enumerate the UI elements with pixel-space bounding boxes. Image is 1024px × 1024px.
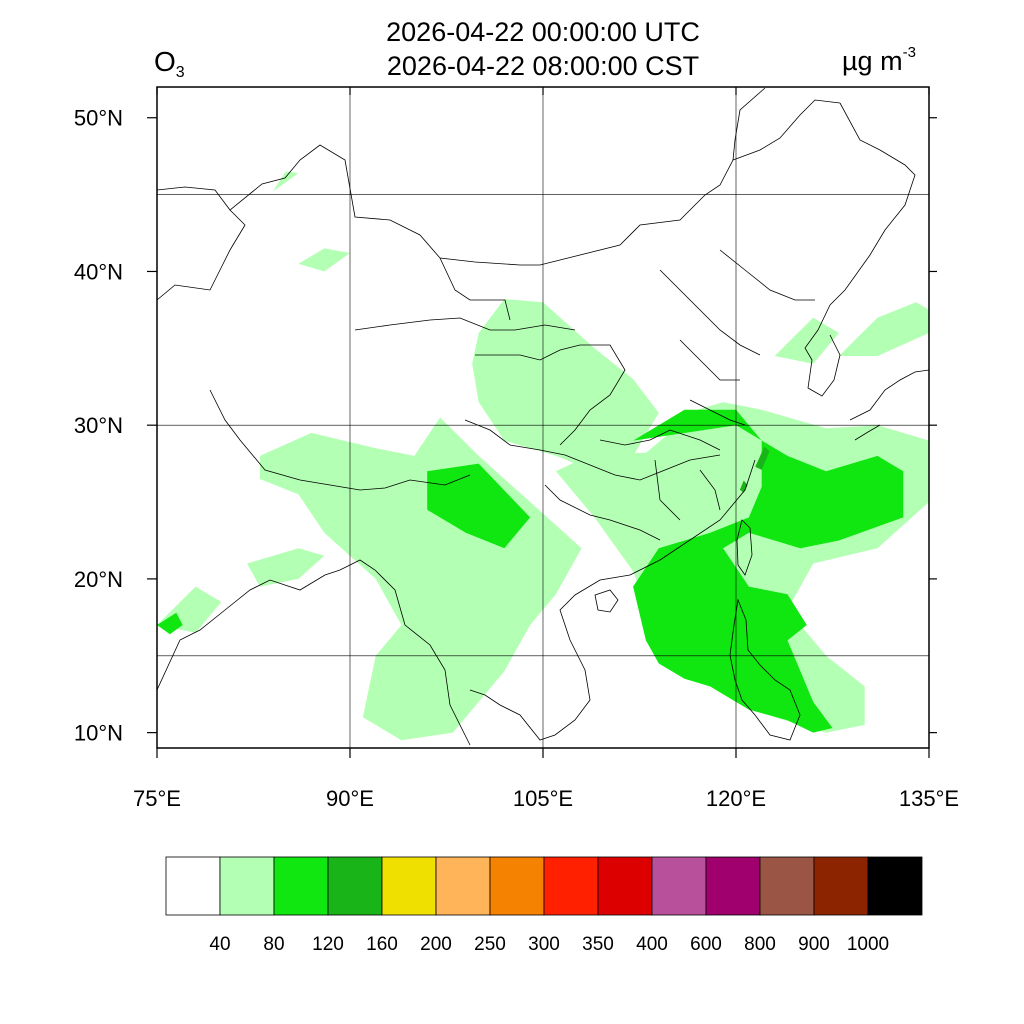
colorbar-label-0: 40 bbox=[209, 934, 230, 955]
colorbar-swatch-0 bbox=[166, 857, 220, 915]
x-tick-label-1: 90°E bbox=[326, 786, 374, 811]
x-tick-label-0: 75°E bbox=[133, 786, 181, 811]
colorbar-label-3: 160 bbox=[366, 934, 398, 955]
o3-region-8 bbox=[299, 248, 351, 271]
colorbar-swatch-1 bbox=[220, 857, 274, 915]
china-west-border bbox=[157, 210, 245, 300]
colorbar-label-6: 300 bbox=[528, 934, 560, 955]
colorbar-label-1: 80 bbox=[263, 934, 284, 955]
colorbar-label-7: 350 bbox=[582, 934, 614, 955]
y-tick-label-0: 50°N bbox=[74, 106, 123, 131]
colorbar-swatch-7 bbox=[544, 857, 598, 915]
colorbar-swatch-2 bbox=[274, 857, 328, 915]
colorbar-swatch-10 bbox=[706, 857, 760, 915]
o3-region-5 bbox=[775, 318, 839, 364]
o3-region-6 bbox=[839, 302, 929, 356]
colorbar: 40 80 120 160 200 250 300 350 400 600 800 900 1000 bbox=[166, 857, 922, 955]
colorbar-swatch-9 bbox=[652, 857, 706, 915]
northeast-china-border bbox=[830, 103, 915, 305]
colorbar-label-4: 200 bbox=[420, 934, 452, 955]
o3-region-3 bbox=[472, 299, 659, 471]
o3-region-1 bbox=[247, 548, 324, 586]
colorbar-label-10: 800 bbox=[744, 934, 776, 955]
x-tick-label-2: 105°E bbox=[513, 786, 573, 811]
o3-region-7 bbox=[273, 172, 299, 192]
colorbar-swatch-6 bbox=[490, 857, 544, 915]
colorbar-label-12: 1000 bbox=[847, 934, 889, 955]
colorbar-label-5: 250 bbox=[474, 934, 506, 955]
colorbar-swatch-12 bbox=[814, 857, 868, 915]
mongolia-border bbox=[733, 100, 840, 160]
colorbar-label-2: 120 bbox=[312, 934, 344, 955]
colorbar-label-9: 600 bbox=[690, 934, 722, 955]
colorbar-swatch-11 bbox=[760, 857, 814, 915]
y-tick-label-4: 10°N bbox=[74, 721, 123, 746]
colorbar-swatch-8 bbox=[598, 857, 652, 915]
colorbar-swatch-13 bbox=[868, 857, 922, 915]
x-tick-label-3: 120°E bbox=[706, 786, 766, 811]
o3-region-2 bbox=[260, 418, 582, 741]
colorbar-swatch-3 bbox=[328, 857, 382, 915]
china-north-border bbox=[157, 88, 765, 265]
colorbar-swatch-5 bbox=[436, 857, 490, 915]
colorbar-label-11: 900 bbox=[798, 934, 830, 955]
y-tick-label-3: 20°N bbox=[74, 567, 123, 592]
colorbar-label-8: 400 bbox=[636, 934, 668, 955]
colorbar-swatch-4 bbox=[382, 857, 436, 915]
hainan-coast bbox=[595, 590, 618, 612]
x-tick-label-4: 135°E bbox=[899, 786, 959, 811]
y-tick-label-2: 30°N bbox=[74, 413, 123, 438]
y-tick-label-1: 40°N bbox=[74, 259, 123, 284]
